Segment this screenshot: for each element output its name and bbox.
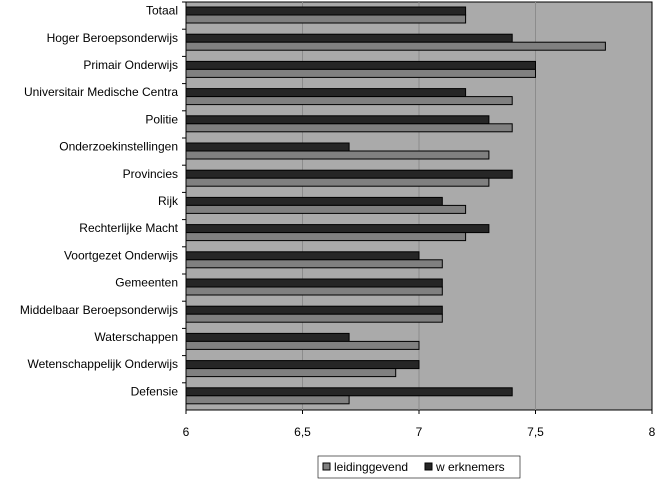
category-label: Gemeenten: [115, 276, 178, 290]
bar-leidinggevend-13: [185, 368, 397, 378]
x-tick-label: 6,5: [294, 425, 311, 439]
bar-leidinggevend-5: [185, 150, 490, 160]
bar-leidinggevend-14: [185, 395, 350, 405]
x-tick-label: 8: [649, 425, 655, 439]
category-label: Provincies: [123, 167, 178, 181]
bar-werknemers-10: [185, 278, 443, 288]
category-label: Primair Onderwijs: [83, 58, 178, 72]
legend-swatch-werknemers: [424, 462, 433, 471]
x-tick-label: 7: [416, 425, 423, 439]
bar-werknemers-2: [185, 60, 536, 70]
category-label: Politie: [145, 112, 178, 126]
bar-leidinggevend-0: [185, 14, 467, 24]
legend-swatch-leidinggevend: [322, 462, 331, 471]
category-label: Onderzoekinstellingen: [59, 140, 178, 154]
bar-werknemers-3: [185, 88, 467, 98]
bar-leidinggevend-10: [185, 286, 443, 296]
bar-werknemers-13: [185, 360, 420, 370]
bar-leidinggevend-7: [185, 204, 467, 214]
legend-label-werknemers: w erknemers: [435, 460, 505, 474]
bar-werknemers-5: [185, 142, 350, 152]
category-label: Hoger Beroepsonderwijs: [47, 31, 178, 45]
bar-werknemers-9: [185, 251, 420, 261]
category-label: Wetenschappelijk Onderwijs: [27, 357, 178, 371]
category-label: Voortgezet Onderwijs: [64, 248, 178, 262]
x-tick-label: 7,5: [527, 425, 544, 439]
bar-leidinggevend-8: [185, 232, 467, 242]
legend-label-leidinggevend: leidinggevend: [334, 460, 408, 474]
bar-werknemers-1: [185, 33, 513, 43]
category-label: Rechterlijke Macht: [79, 221, 178, 235]
category-label: Totaal: [146, 4, 178, 18]
bar-leidinggevend-9: [185, 259, 443, 269]
bar-werknemers-8: [185, 224, 490, 234]
bar-leidinggevend-3: [185, 96, 513, 106]
bar-leidinggevend-6: [185, 177, 490, 187]
x-tick-label: 6: [183, 425, 190, 439]
legend: leidinggevend w erknemers: [317, 455, 521, 479]
bar-leidinggevend-12: [185, 340, 420, 350]
bar-werknemers-14: [185, 387, 513, 397]
bar-werknemers-0: [185, 6, 467, 16]
bar-werknemers-12: [185, 332, 350, 342]
bar-leidinggevend-1: [185, 41, 606, 51]
bar-leidinggevend-2: [185, 68, 536, 78]
bar-werknemers-11: [185, 305, 443, 315]
category-label: Defensie: [131, 384, 179, 398]
category-label: Rijk: [158, 194, 179, 208]
bar-leidinggevend-4: [185, 123, 513, 133]
bar-leidinggevend-11: [185, 313, 443, 323]
bar-werknemers-7: [185, 196, 443, 206]
category-label: Waterschappen: [94, 330, 178, 344]
category-label: Universitair Medische Centra: [24, 85, 178, 99]
category-label: Middelbaar Beroepsonderwijs: [20, 303, 178, 317]
bar-werknemers-4: [185, 115, 490, 125]
bar-werknemers-6: [185, 169, 513, 179]
